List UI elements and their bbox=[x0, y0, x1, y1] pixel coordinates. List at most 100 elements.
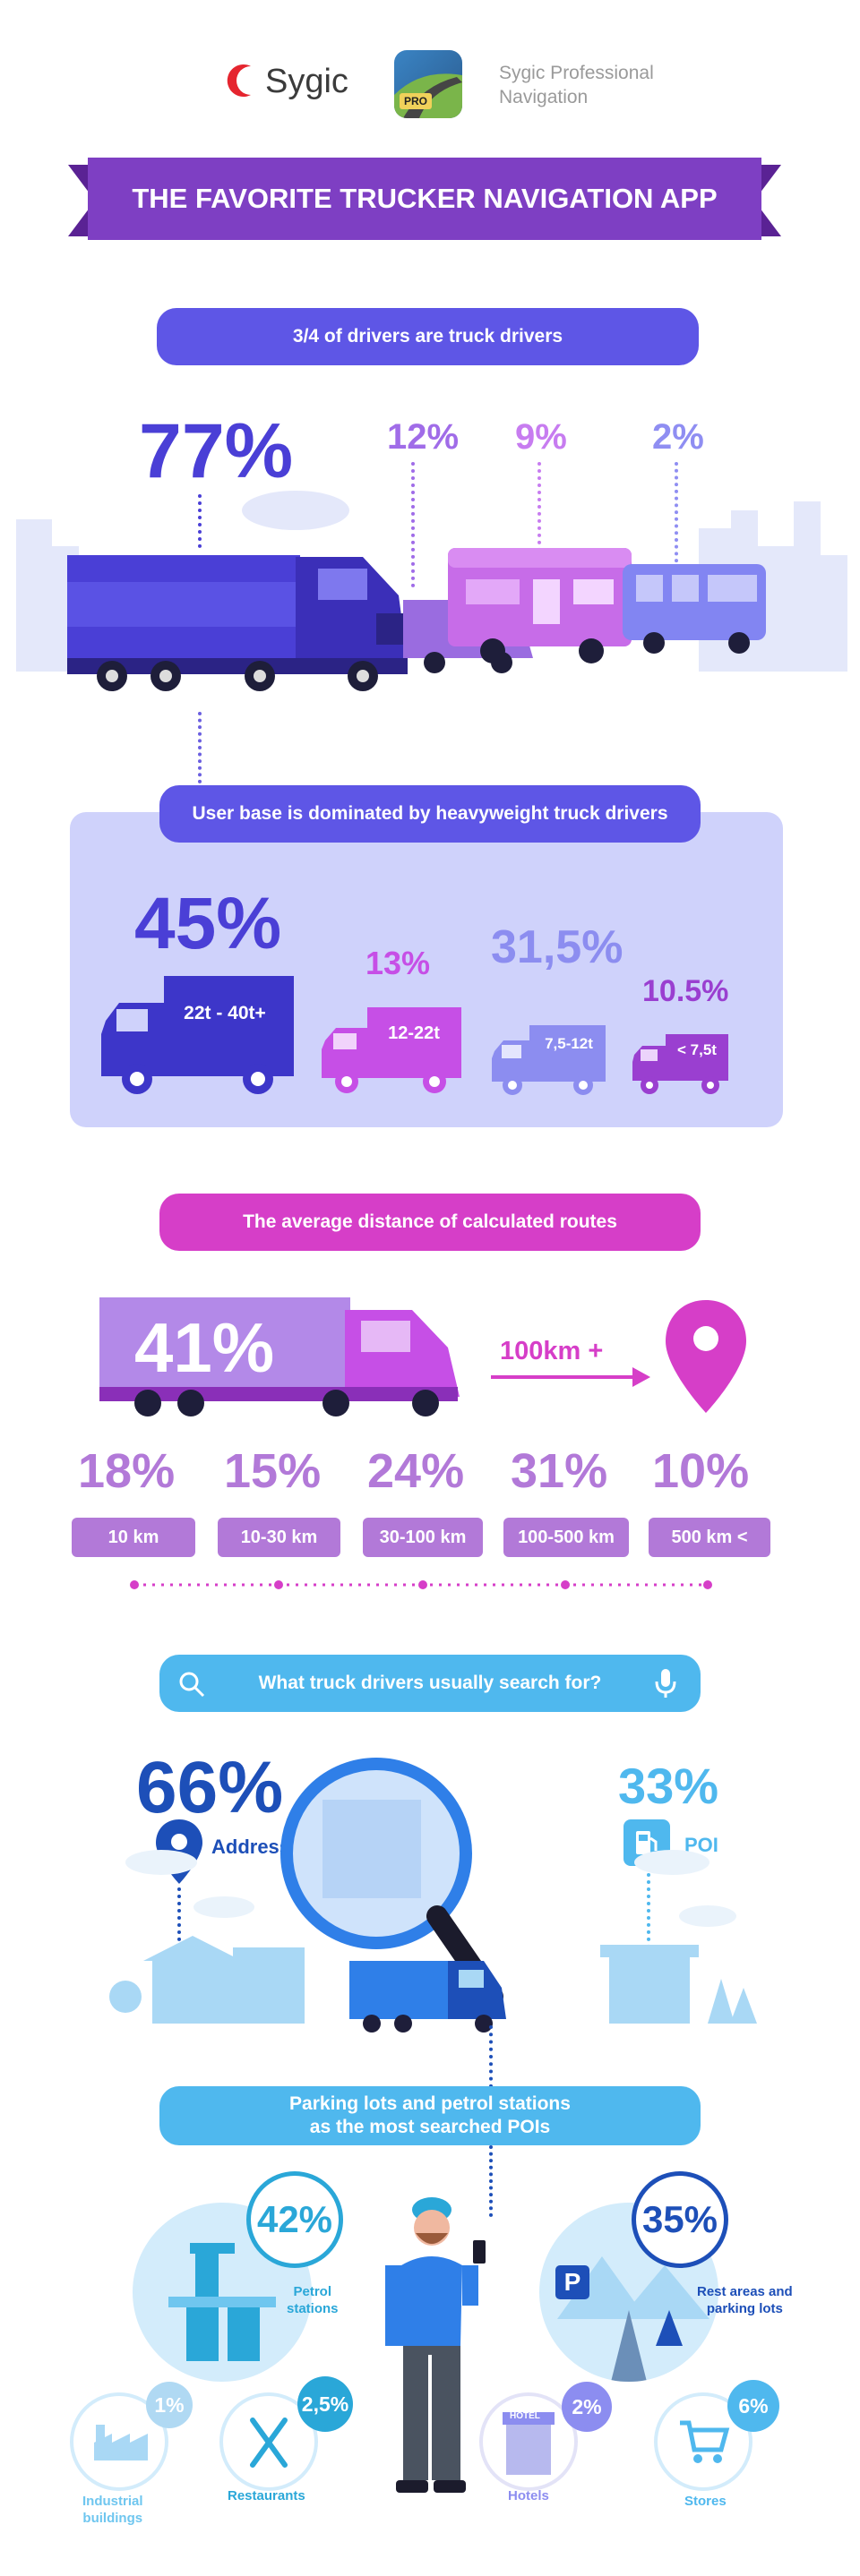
drivers-pill: 3/4 of drivers are truck drivers bbox=[157, 308, 699, 365]
pct-van-drivers: 12% bbox=[387, 417, 460, 457]
app-name: Sygic Professional Navigation bbox=[499, 61, 654, 109]
rv-illustration bbox=[448, 548, 632, 663]
light-truck-icon bbox=[492, 1025, 606, 1095]
dotted-line bbox=[198, 494, 202, 548]
small-truck-icon bbox=[632, 1034, 728, 1094]
distance-pct-500km: 10% bbox=[652, 1444, 750, 1498]
search-bar bbox=[159, 1655, 701, 1712]
dotted-line bbox=[489, 2145, 493, 2217]
hotels-pct: 2% bbox=[572, 2394, 602, 2418]
truck-driver-illustration bbox=[385, 2197, 486, 2493]
distance-dotted-scale bbox=[130, 1580, 712, 1589]
rest-areas-label-line2: parking lots bbox=[706, 2301, 783, 2316]
medium-truck-icon bbox=[322, 1007, 461, 1093]
stores-badge: 6% bbox=[727, 2380, 779, 2432]
distance-big-pct: 41% bbox=[134, 1308, 275, 1387]
hotels-label: Hotels bbox=[508, 2488, 549, 2503]
hotels-badge: 2% bbox=[562, 2382, 612, 2432]
distance-label-10-30km: 10-30 km bbox=[218, 1518, 340, 1557]
parking-icon: P bbox=[563, 2268, 581, 2296]
dotted-line bbox=[177, 1887, 181, 1977]
stores-label: Stores bbox=[684, 2494, 727, 2509]
title-ribbon bbox=[68, 158, 781, 240]
microphone-icon bbox=[655, 1669, 676, 1698]
weight-pct-light: 31,5% bbox=[491, 921, 624, 973]
poi-pct: 33% bbox=[618, 1758, 719, 1814]
dotted-line bbox=[675, 462, 678, 569]
distance-pct-10-30km: 15% bbox=[224, 1444, 322, 1498]
dotted-line bbox=[411, 462, 415, 587]
pct-truck-drivers: 77% bbox=[139, 408, 294, 494]
shopping-cart-icon bbox=[680, 2420, 730, 2463]
sygic-brand-name: Sygic bbox=[265, 63, 348, 100]
rest-areas-label: Rest areas and parking lots bbox=[697, 2283, 793, 2317]
page-title: THE FAVORITE TRUCKER NAVIGATION APP bbox=[132, 183, 718, 214]
industrial-buildings-circle bbox=[70, 2392, 168, 2491]
petrol-stations-pct: 42% bbox=[256, 2198, 333, 2240]
hotel-sign-text: HOTEL bbox=[510, 2411, 540, 2421]
petrol-stations-label-line1: Petrol bbox=[293, 2284, 332, 2299]
heavy-truck-icon bbox=[101, 976, 294, 1094]
industrial-buildings-badge: 1% bbox=[146, 2382, 193, 2428]
pct-bus-drivers: 2% bbox=[652, 417, 704, 457]
parking-sign: P bbox=[555, 2265, 589, 2299]
fork-knife-icon bbox=[250, 2418, 288, 2468]
sygic-logo: Sygic bbox=[224, 56, 367, 109]
poi-pill-line2: as the most searched POIs bbox=[309, 2117, 551, 2137]
mountain-road-illustration bbox=[557, 2256, 710, 2382]
restaurants-circle bbox=[219, 2392, 318, 2491]
poi-pill-line1: Parking lots and petrol stations bbox=[289, 2093, 571, 2114]
app-icon: PRO bbox=[394, 50, 462, 118]
pro-badge: PRO bbox=[400, 93, 433, 109]
hotels-circle bbox=[479, 2392, 578, 2491]
weight-pct-heavy: 45% bbox=[134, 883, 282, 964]
petrol-stations-label-line2: stations bbox=[287, 2301, 339, 2316]
distance-pct-10km: 18% bbox=[78, 1444, 176, 1498]
distance-label-100-500km: 100-500 km bbox=[503, 1518, 629, 1557]
dotted-line bbox=[647, 1873, 650, 1963]
pct-rv-drivers: 9% bbox=[515, 417, 567, 457]
industrial-buildings-label-line1: Industrial bbox=[82, 2494, 143, 2509]
petrol-stations-badge: 42% bbox=[246, 2171, 343, 2268]
rest-areas-label-line1: Rest areas and bbox=[697, 2284, 793, 2299]
poi-pill: Parking lots and petrol stations as the … bbox=[159, 2086, 701, 2145]
hotel-building-icon bbox=[503, 2412, 555, 2475]
weight-label-medium: 12-22t bbox=[388, 1023, 440, 1043]
map-pin-icon bbox=[666, 1300, 746, 1413]
industrial-buildings-pct: 1% bbox=[154, 2392, 185, 2417]
distance-arrow-label: 100km + bbox=[500, 1337, 604, 1365]
weight-label-light: 7,5-12t bbox=[545, 1035, 593, 1052]
weight-pill: User base is dominated by heavyweight tr… bbox=[159, 785, 701, 843]
weight-label-heavy: 22t - 40t+ bbox=[184, 1003, 266, 1023]
distance-label-10km: 10 km bbox=[72, 1518, 195, 1557]
arrow-right-icon bbox=[491, 1367, 650, 1387]
dotted-line bbox=[538, 462, 541, 552]
stores-pct: 6% bbox=[738, 2393, 769, 2418]
industrial-buildings-label-line2: buildings bbox=[82, 2511, 143, 2526]
petrol-station-icon bbox=[168, 2243, 276, 2361]
distance-label-500km: 500 km < bbox=[649, 1518, 770, 1557]
weight-pct-small: 10.5% bbox=[642, 974, 729, 1008]
rest-areas-badge: 35% bbox=[632, 2171, 728, 2268]
address-pct: 66% bbox=[136, 1747, 284, 1828]
large-truck-illustration bbox=[67, 555, 408, 691]
search-query: What truck drivers usually search for? bbox=[258, 1673, 602, 1693]
sygic-logo-icon bbox=[227, 64, 251, 97]
distance-pct-30-100km: 24% bbox=[367, 1444, 465, 1498]
dotted-line bbox=[198, 712, 202, 783]
weight-pct-medium: 13% bbox=[366, 945, 431, 981]
dotted-line bbox=[489, 2025, 493, 2088]
weight-label-small: < 7,5t bbox=[677, 1041, 717, 1058]
app-name-line2: Navigation bbox=[499, 87, 589, 107]
address-label: Address bbox=[211, 1836, 291, 1858]
industrial-buildings-label: Industrial buildings bbox=[82, 2493, 143, 2527]
distance-truck-illustration bbox=[99, 1297, 460, 1416]
search-icon bbox=[179, 1672, 205, 1698]
rest-areas-pct: 35% bbox=[641, 2198, 718, 2240]
restaurants-badge: 2,5% bbox=[297, 2376, 353, 2432]
restaurants-label: Restaurants bbox=[228, 2488, 305, 2503]
petrol-stations-label: Petrol stations bbox=[287, 2283, 339, 2317]
city-search-illustration bbox=[109, 1758, 757, 2033]
distance-label-30-100km: 30-100 km bbox=[363, 1518, 483, 1557]
stores-circle bbox=[654, 2392, 752, 2491]
